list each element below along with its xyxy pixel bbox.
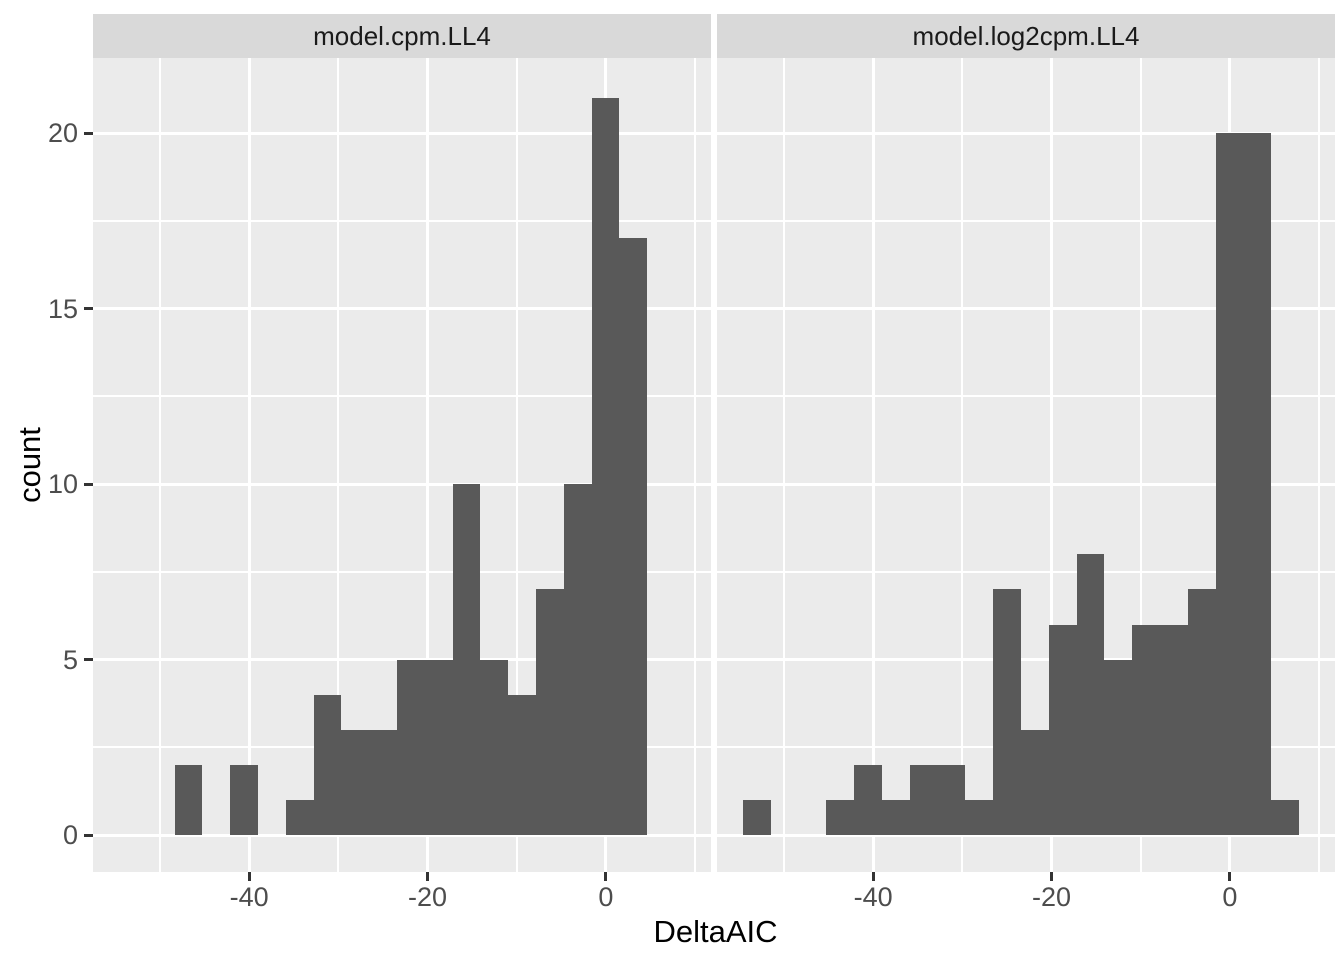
x-minor-gridline: [961, 58, 964, 872]
histogram-bar: [965, 800, 994, 836]
histogram-bar: [1132, 624, 1161, 836]
y-minor-gridline: [717, 395, 1335, 398]
histogram-bar: [1104, 659, 1133, 836]
facet-panel-model-cpm-LL4: [93, 58, 711, 872]
histogram-bar: [1020, 729, 1049, 836]
y-minor-gridline: [717, 219, 1335, 222]
y-tick-label: 15: [47, 293, 78, 324]
x-minor-gridline: [158, 58, 161, 872]
histogram-bar: [742, 800, 771, 836]
histogram-bar: [1187, 589, 1216, 836]
x-tick-mark: [604, 872, 608, 881]
facet-strip-model-log2cpm-LL4: model.log2cpm.LL4: [717, 14, 1335, 58]
x-minor-gridline: [1139, 58, 1142, 872]
histogram-bar: [1243, 133, 1272, 836]
y-major-gridline: [717, 307, 1335, 311]
y-tick-mark: [84, 658, 93, 662]
histogram-bar: [424, 659, 453, 836]
y-tick-mark: [84, 307, 93, 311]
histogram-bar: [591, 98, 620, 836]
y-major-gridline: [93, 482, 711, 486]
x-tick-label: -20: [407, 882, 448, 912]
x-tick-label: 0: [598, 882, 614, 912]
histogram-bar: [1048, 624, 1077, 836]
y-major-gridline: [93, 833, 711, 837]
x-tick-mark: [871, 872, 875, 881]
y-minor-gridline: [93, 395, 711, 398]
x-tick-mark: [247, 872, 251, 881]
histogram-bar: [508, 694, 537, 836]
histogram-bar: [881, 800, 910, 836]
y-tick-label: 0: [62, 820, 78, 851]
x-major-gridline: [426, 58, 429, 872]
y-major-gridline: [93, 131, 711, 135]
histogram-bar: [313, 694, 342, 836]
facet-panel-model-log2cpm-LL4: [717, 58, 1335, 872]
x-tick-label: -40: [853, 882, 893, 912]
y-minor-gridline: [717, 570, 1335, 573]
histogram-bar: [619, 238, 648, 836]
facet-strip-label: model.cpm.LL4: [313, 20, 491, 51]
histogram-bar: [993, 589, 1021, 836]
y-tick-mark: [84, 482, 93, 486]
x-major-gridline: [247, 58, 251, 872]
histogram-bar: [909, 764, 938, 836]
y-tick-mark: [84, 131, 93, 135]
y-major-gridline: [717, 658, 1335, 662]
x-minor-gridline: [694, 58, 697, 872]
y-tick-mark: [84, 833, 93, 837]
x-tick-label: 0: [1222, 882, 1238, 912]
histogram-bar: [536, 589, 564, 836]
x-major-gridline: [1050, 58, 1053, 872]
x-tick-mark: [426, 872, 429, 881]
histogram-bar: [452, 484, 481, 836]
histogram-bar: [563, 484, 592, 836]
x-minor-gridline: [782, 58, 785, 872]
histogram-bar: [826, 800, 855, 836]
histogram-bar: [230, 764, 258, 836]
y-tick-label: 10: [47, 469, 78, 500]
histogram-bar: [285, 800, 314, 836]
histogram-bar: [1160, 624, 1188, 836]
y-minor-gridline: [93, 219, 711, 222]
y-major-gridline: [717, 833, 1335, 837]
x-tick-label: -20: [1031, 882, 1072, 912]
histogram-bar: [369, 729, 397, 836]
histogram-bar: [174, 764, 203, 836]
histogram-bar: [396, 659, 425, 836]
y-major-gridline: [93, 307, 711, 311]
y-tick-label: 5: [62, 644, 78, 675]
y-tick-label: 20: [47, 118, 78, 149]
histogram-bar: [1215, 133, 1244, 836]
x-major-gridline: [871, 58, 875, 872]
x-tick-mark: [1050, 872, 1053, 881]
x-minor-gridline: [337, 58, 340, 872]
y-major-gridline: [717, 482, 1335, 486]
facet-strip-model-cpm-LL4: model.cpm.LL4: [93, 14, 711, 58]
x-minor-gridline: [515, 58, 518, 872]
y-minor-gridline: [93, 570, 711, 573]
x-minor-gridline: [1318, 58, 1321, 872]
y-major-gridline: [717, 131, 1335, 135]
histogram-bar: [341, 729, 370, 836]
facet-strip-label: model.log2cpm.LL4: [912, 20, 1140, 51]
x-axis-title: DeltaAIC: [653, 914, 778, 949]
histogram-bar: [1076, 554, 1105, 836]
histogram-bar: [937, 764, 966, 836]
histogram-bar: [480, 659, 509, 836]
x-tick-label: -40: [229, 882, 269, 912]
histogram-bar: [1271, 800, 1300, 836]
histogram-bar: [854, 764, 882, 836]
x-tick-mark: [1228, 872, 1232, 881]
